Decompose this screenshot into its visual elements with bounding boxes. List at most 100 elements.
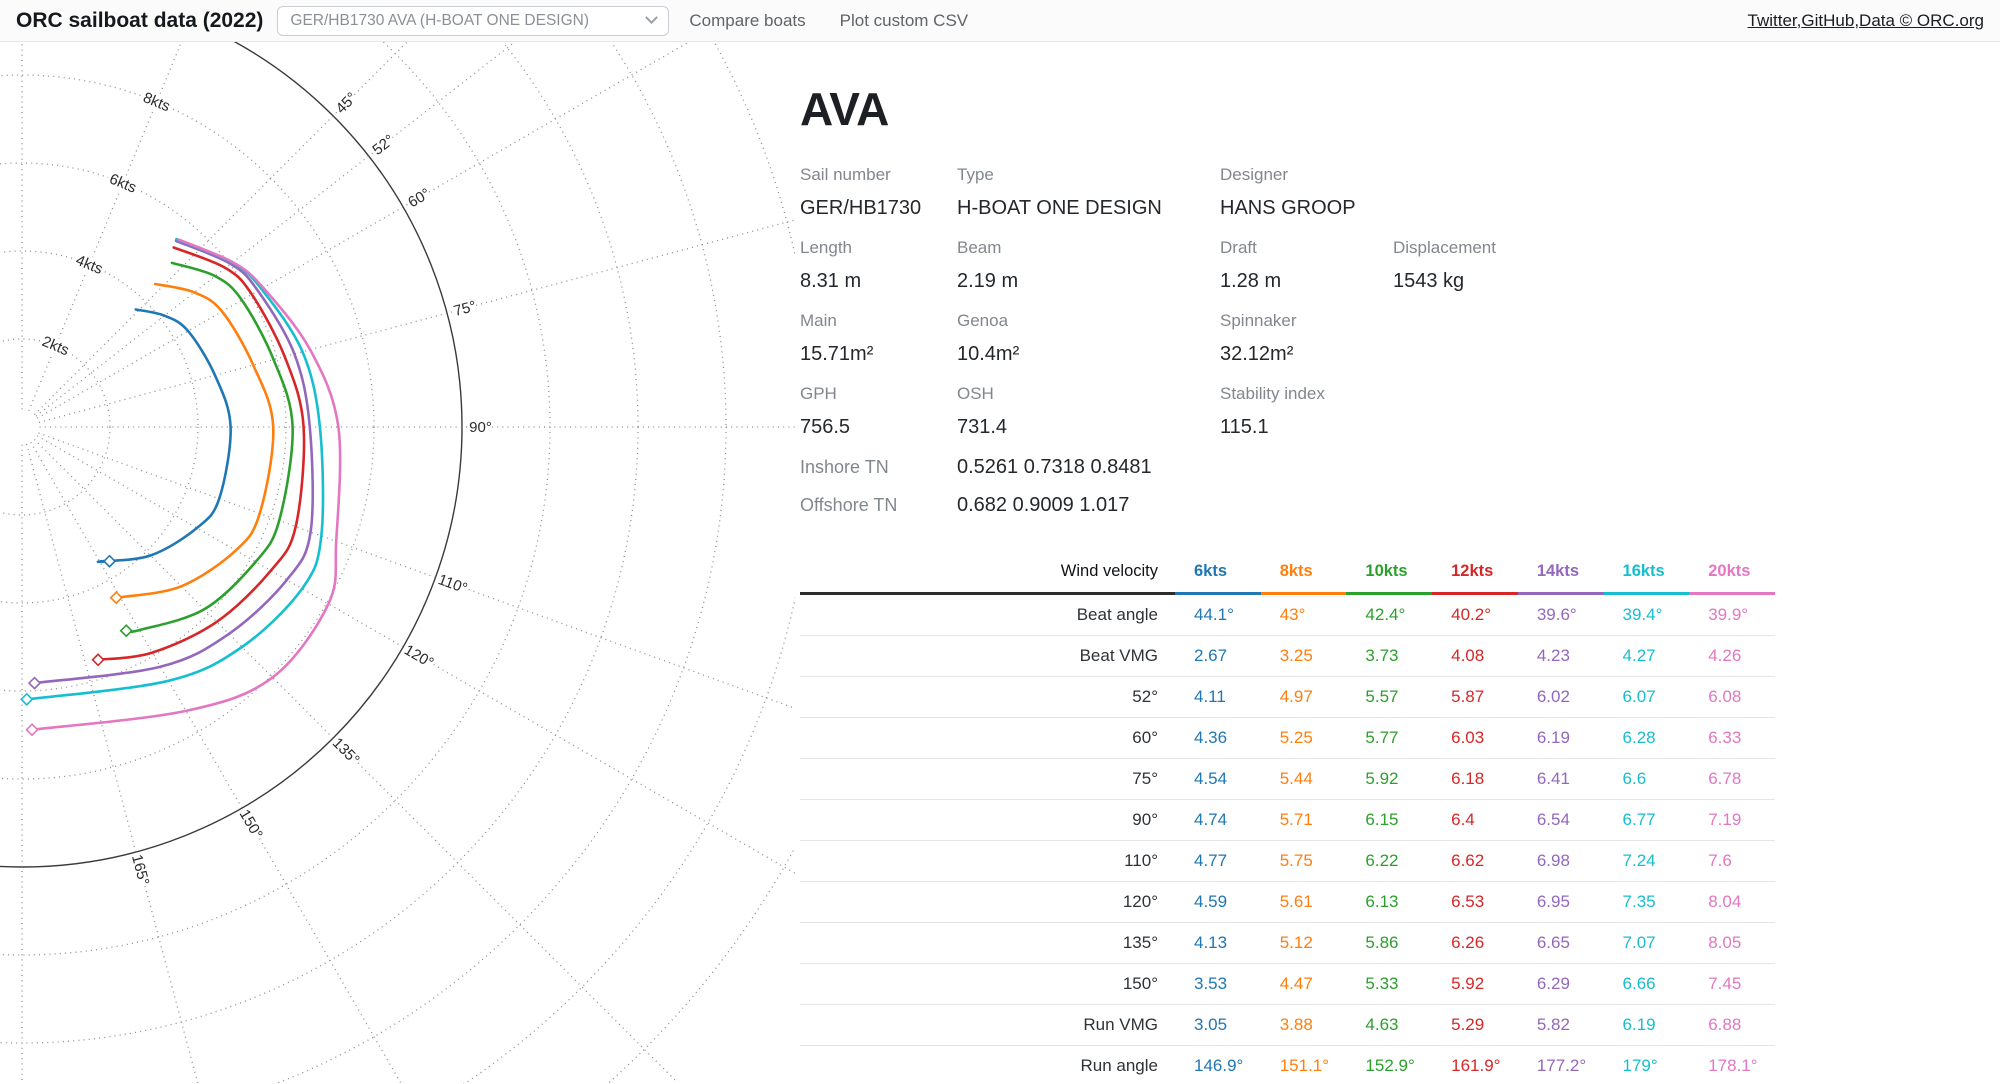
angle-label-150°: 150° [236, 807, 266, 842]
spec-main: Main 15.71m² [800, 311, 874, 365]
row-label: 135° [1122, 933, 1158, 952]
table-cell: 6.18 [1451, 769, 1485, 788]
table-cell: 5.29 [1451, 1015, 1485, 1034]
table-cell: 5.33 [1365, 974, 1399, 993]
table-cell: 6.29 [1536, 974, 1570, 993]
top-bar: ORC sailboat data (2022) GER/HB1730 AVA … [0, 0, 2000, 42]
table-row: Run angle 146.9° 151.1° 152.9° 161.9° 177.2° 1… [800, 1046, 1775, 1084]
col-header-20kts: 20kts [1689, 556, 1775, 595]
table-cell: 6.78 [1708, 769, 1742, 788]
polar-curve-14kts [33, 239, 315, 685]
link-separator: , [1796, 10, 1802, 30]
boat-select[interactable]: GER/HB1730 AVA (H-BOAT ONE DESIGN) [277, 5, 670, 36]
spec-osh: OSH 731.4 [957, 384, 1008, 438]
angle-label-60°: 60° [405, 185, 433, 211]
table-cell: 8.04 [1708, 892, 1742, 911]
table-cell: 6.08 [1708, 687, 1742, 706]
row-label: 150° [1122, 974, 1158, 993]
run-marker-20kts [25, 723, 39, 737]
polar-curve-8kts [113, 282, 275, 600]
angle-ray-75 [38, 219, 795, 424]
table-cell: 5.86 [1365, 933, 1399, 952]
polar-chart-panel: 2kts 4kts 6kts 8kts 45° 52° 60° 75° 90° 110° 120° 1… [0, 42, 795, 1084]
table-cell: 152.9° [1365, 1056, 1415, 1075]
table-cell: 40.2° [1451, 605, 1491, 624]
spec-length: Length 8.31 m [800, 238, 862, 292]
angle-ray-52 [35, 42, 516, 417]
table-cell: 5.12 [1279, 933, 1313, 952]
table-cell: 39.4° [1622, 605, 1663, 624]
ring-label-6kts: 6kts [107, 170, 139, 196]
table-cell: 5.57 [1365, 687, 1399, 706]
table-corner-label: Wind velocity [800, 556, 1175, 595]
table-cell: 4.74 [1194, 810, 1228, 829]
spec-stability-index: Stability index 115.1 [1220, 384, 1325, 438]
angle-ray-45 [33, 42, 408, 416]
table-cell: 6.4 [1451, 810, 1475, 829]
table-cell: 5.75 [1279, 851, 1313, 870]
row-label: 52° [1132, 687, 1158, 706]
table-row: 110° 4.77 5.75 6.22 6.62 6.98 7.24 7.6 [800, 841, 1775, 882]
table-cell: 3.25 [1279, 646, 1313, 665]
table-cell: 6.54 [1536, 810, 1570, 829]
table-cell: 4.77 [1194, 851, 1228, 870]
angle-ray-60 [36, 42, 691, 419]
angle-label-52°: 52° [369, 131, 397, 158]
inshore-tn-value: 0.5261 0.7318 0.8481 [957, 456, 1152, 478]
angle-label-120°: 120° [401, 642, 436, 672]
speed-ring-solid-10kts [0, 42, 463, 868]
link-separator: , [1854, 10, 1860, 30]
row-label: 110° [1124, 851, 1158, 870]
run-marker-12kts [91, 653, 105, 667]
link-twitter[interactable]: Twitter [1747, 10, 1797, 30]
nav-plot-custom-csv[interactable]: Plot custom CSV [839, 10, 969, 30]
angle-label-75°: 75° [452, 298, 478, 320]
table-row: 90° 4.74 5.71 6.15 6.4 6.54 6.77 7.19 [800, 800, 1775, 841]
table-cell: 5.61 [1279, 892, 1313, 911]
table-cell: 7.45 [1708, 974, 1742, 993]
speed-ring-12kts [0, 42, 551, 956]
table-cell: 6.19 [1536, 728, 1570, 747]
table-cell: 4.63 [1365, 1015, 1399, 1034]
run-marker-10kts [119, 624, 133, 638]
table-cell: 4.27 [1622, 646, 1656, 665]
polar-curve-20kts [30, 238, 342, 731]
angle-ray-22.5 [28, 42, 183, 411]
table-cell: 4.97 [1279, 687, 1313, 706]
col-header-10kts: 10kts [1346, 556, 1433, 595]
speed-ring-6kts [0, 162, 287, 692]
polar-data-table: Wind velocity 6kts 8kts 10kts 12kts 14kts 16kt… [800, 556, 1775, 1084]
col-header-12kts: 12kts [1432, 556, 1518, 595]
speed-ring-2kts [0, 338, 111, 516]
table-row: 60° 4.36 5.25 5.77 6.03 6.19 6.28 6.33 [800, 718, 1775, 759]
table-cell: 42.4° [1365, 605, 1406, 624]
spec-sail-number: Sail number GER/HB1730 [800, 165, 922, 219]
row-label: Run VMG [1083, 1015, 1158, 1034]
row-label: Run angle [1080, 1056, 1158, 1075]
row-label: 120° [1122, 892, 1158, 911]
run-marker-6kts [102, 554, 117, 568]
link-orc-data[interactable]: Data © ORC.org [1859, 10, 1984, 30]
ring-label-4kts: 4kts [73, 252, 105, 278]
table-cell: 5.92 [1365, 769, 1399, 788]
offshore-tn-value: 0.682 0.9009 1.017 [957, 494, 1130, 516]
table-cell: 5.77 [1365, 728, 1399, 747]
table-cell: 7.19 [1708, 810, 1742, 829]
link-github[interactable]: GitHub [1801, 10, 1855, 30]
table-cell: 4.08 [1451, 646, 1485, 665]
table-row: Run VMG 3.05 3.88 4.63 5.29 5.82 6.19 6.88 [800, 1005, 1775, 1046]
chevron-down-icon [645, 11, 659, 25]
spec-beam: Beam 2.19 m [957, 238, 1019, 292]
boat-name: AVA [800, 83, 889, 135]
table-cell: 6.22 [1365, 851, 1399, 870]
angle-ray-165 [25, 443, 199, 1084]
col-header-14kts: 14kts [1517, 556, 1604, 595]
polar-curve-16kts [25, 237, 325, 701]
table-cell: 6.26 [1451, 933, 1485, 952]
table-cell: 4.36 [1194, 728, 1228, 747]
row-label: 75° [1132, 769, 1158, 788]
spec-spinnaker: Spinnaker 32.12m² [1220, 311, 1297, 365]
nav-compare-boats[interactable]: Compare boats [689, 10, 806, 30]
table-cell: 178.1° [1708, 1056, 1758, 1075]
